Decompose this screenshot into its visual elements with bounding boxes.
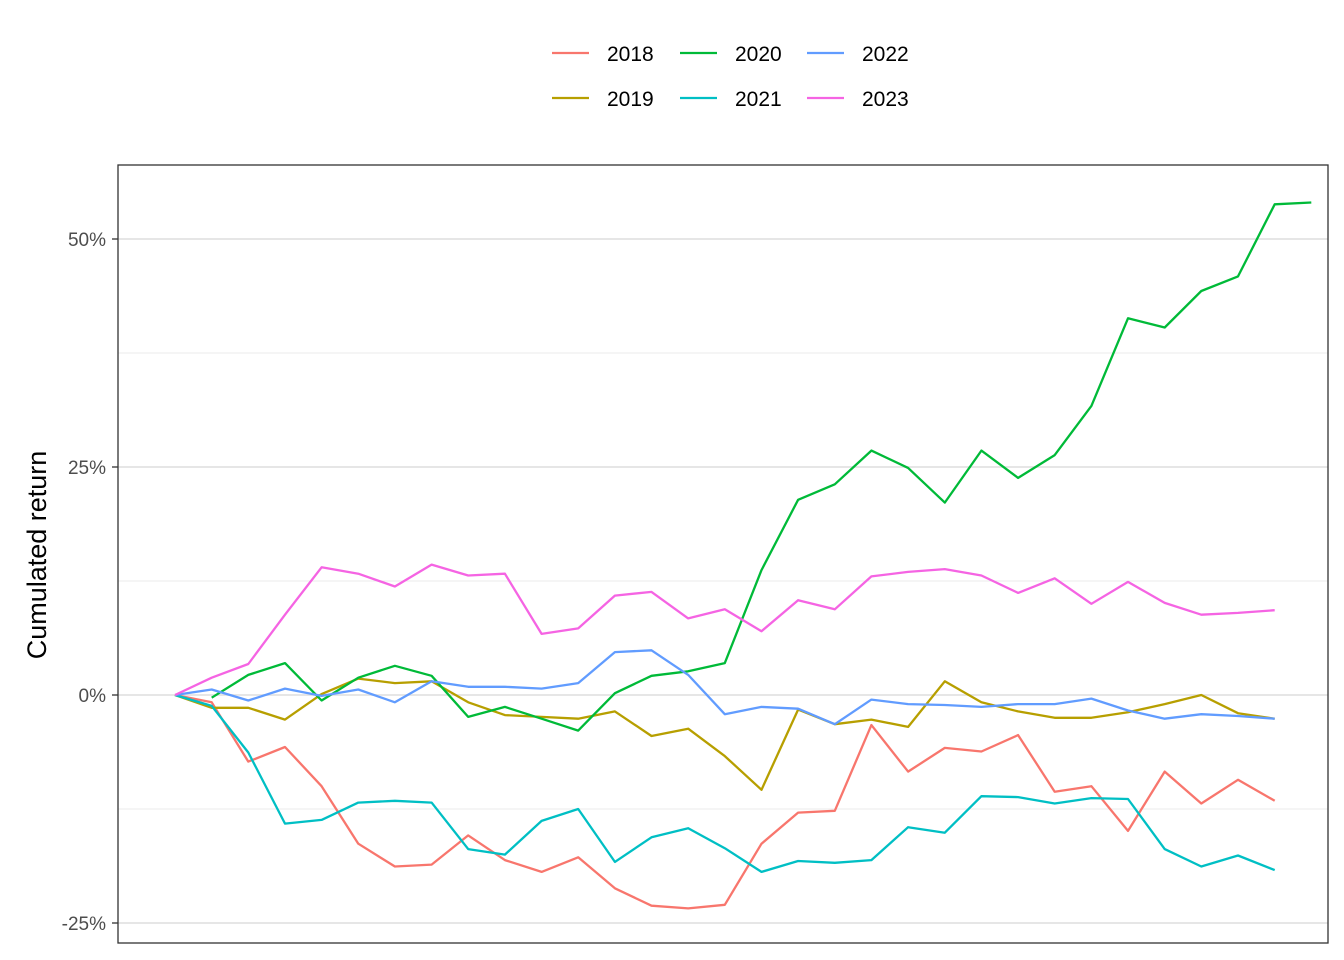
y-tick-label: 25% — [68, 458, 106, 479]
series-line-2022 — [174, 649, 1275, 726]
legend-label-2018: 2018 — [607, 43, 654, 66]
series-line-2021 — [174, 693, 1276, 874]
plot-panel-border — [117, 164, 1329, 944]
series-line-2020 — [211, 201, 1312, 732]
y-tick-label: 50% — [68, 230, 106, 251]
legend-label-2021: 2021 — [735, 88, 782, 111]
y-axis: -25% 0% 25% 50% — [62, 230, 118, 935]
y-axis-title: Cumulated return — [22, 451, 52, 660]
series-line-2018 — [174, 693, 1276, 910]
legend-label-2020: 2020 — [735, 43, 782, 66]
y-tick-label: -25% — [62, 914, 106, 935]
y-tick-label: 0% — [79, 686, 107, 707]
gridlines — [118, 238, 1328, 924]
series-line-2023 — [174, 563, 1275, 697]
legend-label-2022: 2022 — [862, 43, 909, 66]
legend: 2018 2019 2020 2021 2022 2023 — [552, 43, 909, 111]
legend-label-2023: 2023 — [862, 88, 909, 111]
series-lines — [174, 201, 1312, 910]
legend-label-2019: 2019 — [607, 88, 654, 111]
